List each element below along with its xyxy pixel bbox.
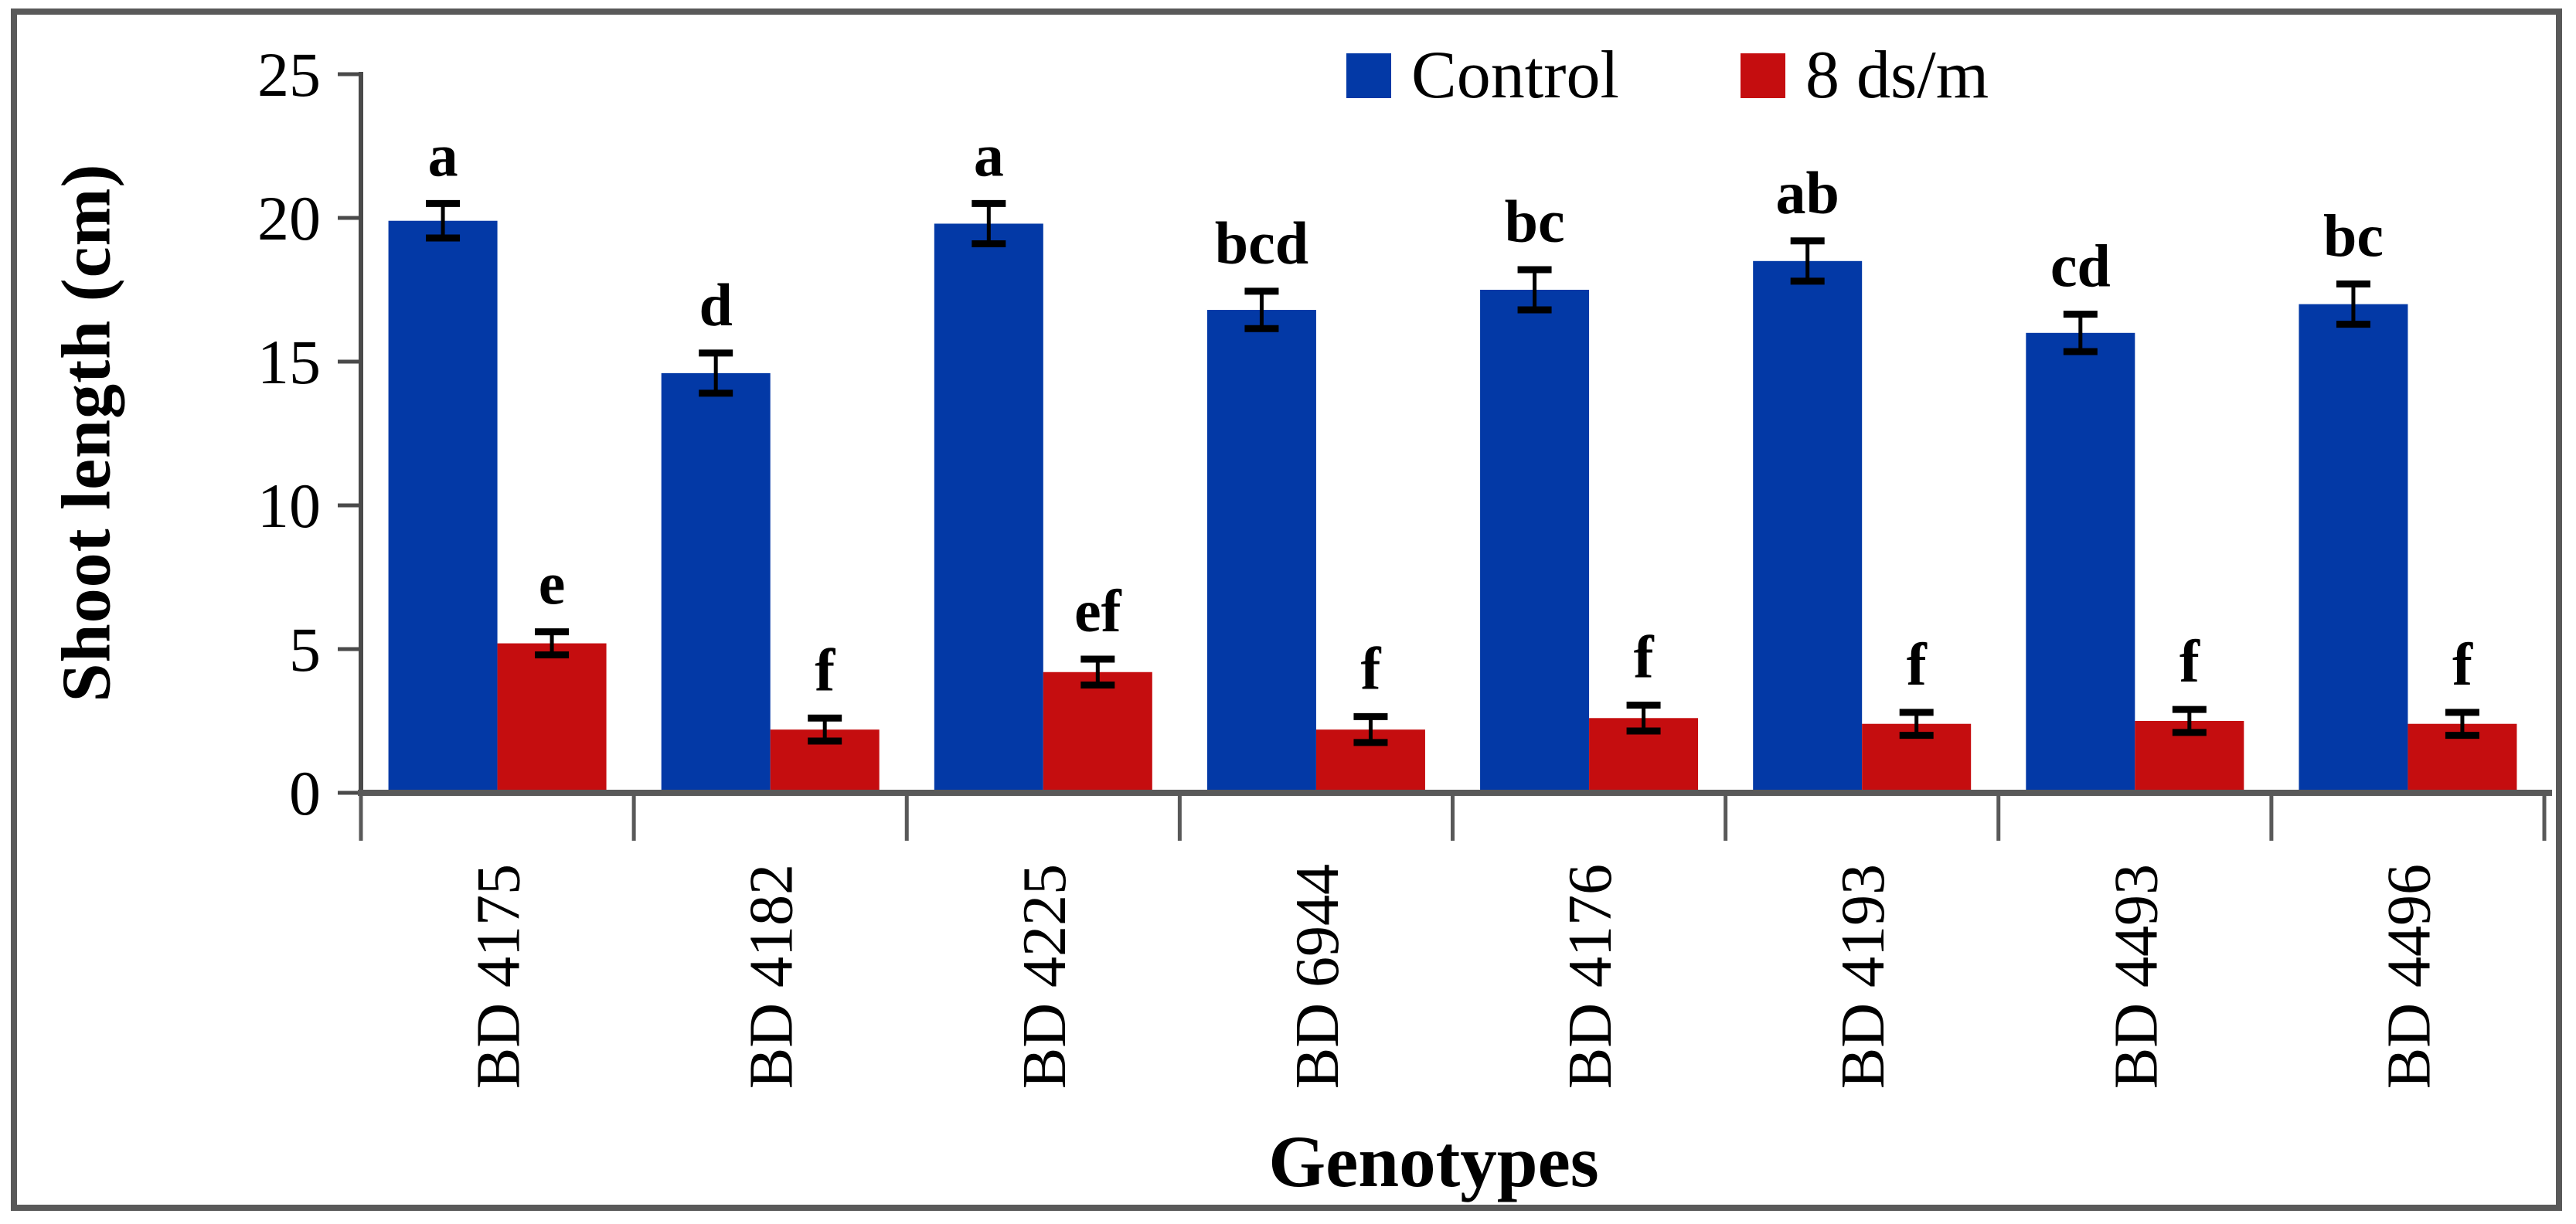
significance-letter: f	[1360, 634, 1381, 702]
bar-control-7	[2299, 304, 2408, 794]
x-category-label: BD 4493	[2102, 864, 2170, 1089]
x-category-label: BD 4225	[1011, 864, 1079, 1089]
y-tick-label: 10	[257, 471, 321, 541]
bar-8dsm-0	[497, 643, 607, 793]
y-tick-label: 5	[289, 614, 321, 685]
x-axis-title: Genotypes	[1268, 1120, 1599, 1202]
significance-letter: f	[815, 636, 835, 703]
x-category-label: BD 6944	[1284, 864, 1352, 1089]
y-tick-label: 20	[257, 183, 321, 253]
significance-letter: f	[2180, 627, 2200, 695]
significance-letter: ab	[1775, 159, 1839, 226]
figure-border	[11, 8, 2562, 1211]
x-category-label: BD 4176	[1557, 864, 1625, 1089]
significance-letter: bc	[1505, 188, 1565, 255]
significance-letter: e	[539, 550, 566, 617]
significance-letter: cd	[2050, 233, 2111, 300]
significance-letter: ef	[1074, 577, 1122, 644]
bar-control-0	[388, 220, 498, 794]
significance-letter: bcd	[1215, 209, 1308, 277]
significance-letter: a	[974, 121, 1004, 189]
x-category-label: BD 4175	[465, 864, 533, 1089]
significance-letter: bc	[2323, 202, 2384, 270]
significance-letter: d	[699, 271, 732, 338]
bar-control-6	[2026, 332, 2135, 793]
x-category-label: BD 4193	[1829, 864, 1897, 1089]
y-axis-title: Shoot length (cm)	[48, 163, 125, 702]
y-tick-label: 15	[257, 327, 321, 397]
significance-letter: a	[428, 121, 458, 189]
y-tick-label: 0	[289, 758, 321, 828]
bar-control-1	[661, 372, 771, 793]
bar-control-4	[1480, 290, 1590, 793]
bar-control-5	[1753, 260, 1863, 793]
significance-letter: f	[1634, 624, 1655, 691]
bar-control-2	[934, 223, 1043, 793]
x-category-label: BD 4496	[2375, 864, 2443, 1089]
significance-letter: f	[2452, 631, 2473, 698]
significance-letter: f	[1907, 631, 1928, 698]
x-category-label: BD 4182	[738, 864, 806, 1089]
y-tick-label: 25	[257, 39, 321, 110]
bar-control-3	[1206, 310, 1316, 793]
bar-8dsm-2	[1043, 672, 1152, 793]
